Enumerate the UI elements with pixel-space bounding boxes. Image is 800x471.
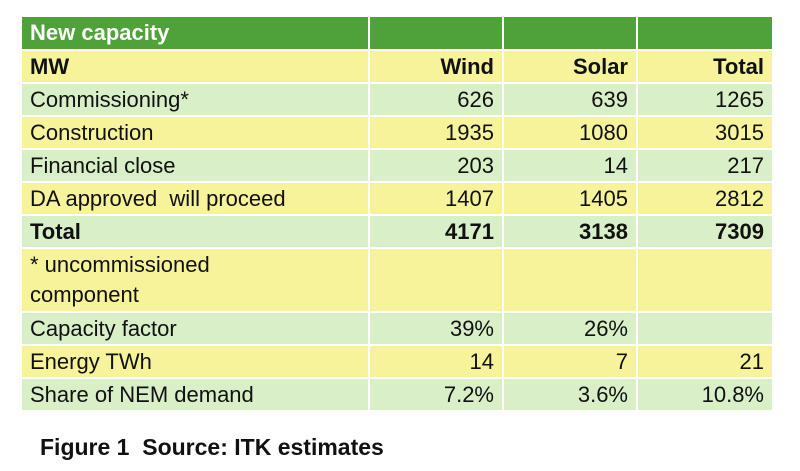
- cell-total: [636, 311, 774, 346]
- cell-total: 3015: [636, 115, 774, 150]
- cell-wind: 39%: [368, 311, 504, 346]
- total-label: Total: [20, 214, 370, 249]
- row-label: DA approved will proceed: [20, 181, 370, 216]
- cell-total: 21: [636, 344, 774, 379]
- footnote-row: * uncommissioned component: [20, 247, 774, 313]
- cell-wind: 1935: [368, 115, 504, 150]
- table-header-row: MW Wind Solar Total: [20, 49, 774, 84]
- stats-row: Share of NEM demand 7.2% 3.6% 10.8%: [20, 377, 774, 412]
- cell-total: 1265: [636, 82, 774, 117]
- new-capacity-table: New capacity MW Wind Solar Total Commiss…: [20, 15, 774, 412]
- total-solar: 3138: [502, 214, 638, 249]
- table-title-row: New capacity: [20, 15, 774, 51]
- header-solar: Solar: [502, 49, 638, 84]
- row-label: Capacity factor: [20, 311, 370, 346]
- cell-wind: 7.2%: [368, 377, 504, 412]
- table-title: New capacity: [20, 15, 370, 51]
- row-label: Energy TWh: [20, 344, 370, 379]
- cell-wind: 14: [368, 344, 504, 379]
- cell-wind: 1407: [368, 181, 504, 216]
- stats-row: Energy TWh 14 7 21: [20, 344, 774, 379]
- cell-solar: 639: [502, 82, 638, 117]
- row-label: Share of NEM demand: [20, 377, 370, 412]
- header-wind: Wind: [368, 49, 504, 84]
- cell-solar: 14: [502, 148, 638, 183]
- total-row: Total 4171 3138 7309: [20, 214, 774, 249]
- row-label: Construction: [20, 115, 370, 150]
- total-wind: 4171: [368, 214, 504, 249]
- cell-total: 217: [636, 148, 774, 183]
- table-row: DA approved will proceed 1407 1405 2812: [20, 181, 774, 216]
- cell-solar: 7: [502, 344, 638, 379]
- total-total: 7309: [636, 214, 774, 249]
- table-row: Construction 1935 1080 3015: [20, 115, 774, 150]
- table-row: Commissioning* 626 639 1265: [20, 82, 774, 117]
- cell-wind: 203: [368, 148, 504, 183]
- cell-solar: 26%: [502, 311, 638, 346]
- capacity-table-container: New capacity MW Wind Solar Total Commiss…: [20, 15, 774, 412]
- figure-caption: Figure 1 Source: ITK estimates: [40, 434, 384, 460]
- row-label: Commissioning*: [20, 82, 370, 117]
- table-row: Financial close 203 14 217: [20, 148, 774, 183]
- cell-solar: 1080: [502, 115, 638, 150]
- cell-solar: 1405: [502, 181, 638, 216]
- stats-row: Capacity factor 39% 26%: [20, 311, 774, 346]
- cell-wind: 626: [368, 82, 504, 117]
- header-total: Total: [636, 49, 774, 84]
- cell-total: 10.8%: [636, 377, 774, 412]
- cell-total: 2812: [636, 181, 774, 216]
- cell-solar: 3.6%: [502, 377, 638, 412]
- header-units: MW: [20, 49, 370, 84]
- row-label: Financial close: [20, 148, 370, 183]
- footnote: * uncommissioned component: [20, 247, 370, 313]
